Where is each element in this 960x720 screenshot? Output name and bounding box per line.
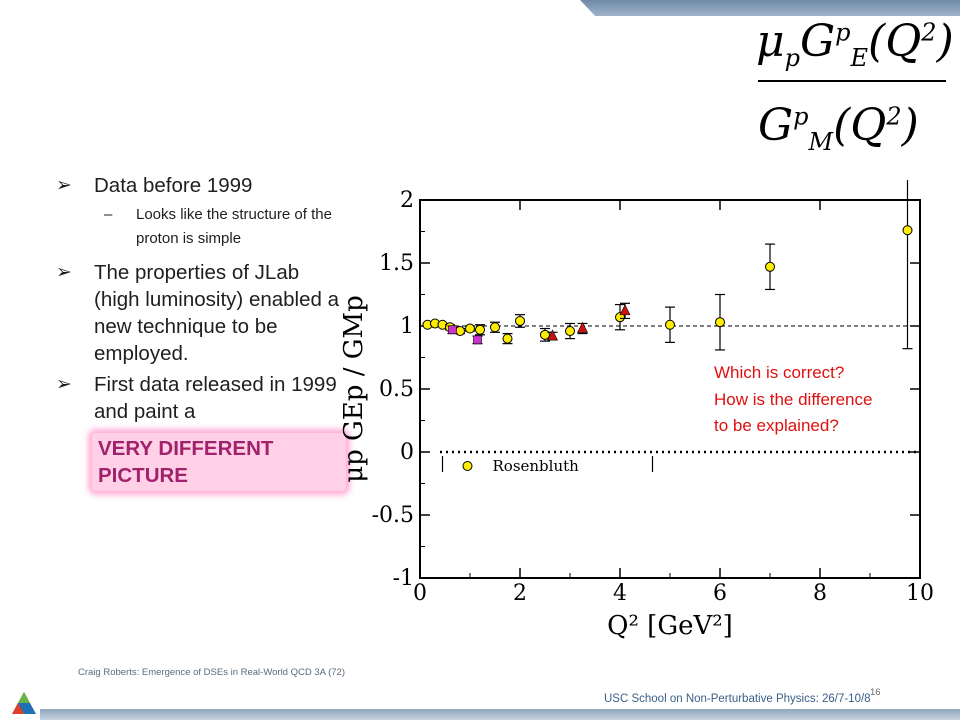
ge-arg-power: 2 — [921, 18, 937, 47]
y-tick-label: 1 — [400, 314, 414, 339]
data-point-square — [448, 325, 457, 335]
y-tick-label: -0.5 — [372, 503, 414, 528]
dash-bullet-icon: – — [104, 206, 113, 223]
data-point-square — [473, 335, 482, 345]
sub-bullet-text: Looks like the structure of the proton i… — [136, 206, 332, 247]
data-point-circle — [502, 333, 513, 344]
bullet-text: Data before 1999 — [94, 174, 253, 197]
footer-credit: Craig Roberts: Emergence of DSEs in Real… — [78, 667, 345, 678]
form-factor-chart: 0 2 4 6 8 10 -1 -0.5 0 0.5 1 1.5 2 Rosenbluth Q² [GeV²… — [339, 180, 934, 641]
bullet-text: The properties of JLab (high luminosity)… — [94, 261, 339, 365]
formula-numerator: μpGpE(Q2) — [756, 16, 954, 72]
footer-event: USC School on Non-Perturbative Physics: … — [604, 693, 871, 705]
sub-bullet-item: – Looks like the structure of the proton … — [56, 203, 346, 251]
bottom-decor-band — [40, 709, 960, 720]
top-decor-band — [580, 0, 960, 16]
question-line: How is the difference — [714, 389, 873, 409]
gm-arg-open: (Q — [833, 100, 887, 151]
bullet-item: ➢ Data before 1999 — [56, 172, 346, 199]
gm-subscript: M — [808, 127, 834, 156]
x-tick-label: 6 — [713, 581, 727, 606]
legend-bracket — [441, 456, 654, 472]
x-tick-label: 2 — [513, 581, 527, 606]
lab-logo-icon — [12, 692, 36, 714]
page-number: 16 — [870, 687, 881, 698]
data-point-circle — [455, 326, 465, 337]
data-point-circle — [902, 225, 913, 236]
arrow-bullet-icon: ➢ — [56, 374, 72, 395]
ge-symbol: G — [799, 16, 836, 67]
bullet-list: ➢ Data before 1999 – Looks like the struct… — [56, 172, 346, 491]
highlight-text: VERY DIFFERENT PICTURE — [92, 433, 346, 491]
y-tick-label: -1 — [393, 566, 414, 591]
ge-superscript: p — [835, 18, 851, 47]
formula-denominator: GpM(Q2) — [758, 100, 919, 156]
y-tick-label: 1.5 — [379, 251, 414, 276]
bullet-item: ➢ The properties of JLab (high luminosity… — [56, 259, 346, 367]
legend-marker — [462, 461, 473, 471]
legend-label: Rosenbluth — [493, 457, 580, 475]
data-point-triangle — [577, 321, 588, 333]
gm-symbol: G — [758, 100, 794, 151]
gm-arg-close: ) — [901, 100, 919, 151]
data-point-circle — [765, 261, 775, 272]
y-tick-label: 0.5 — [379, 377, 414, 402]
data-point-circle — [490, 322, 500, 333]
bullet-text: First data released in 1999 and paint a — [94, 373, 337, 423]
x-axis-label: Q² [GeV²] — [607, 611, 733, 641]
data-point-triangle — [619, 304, 631, 316]
data-point-circle — [515, 315, 525, 326]
data-point-triangle — [547, 329, 558, 341]
arrow-bullet-icon: ➢ — [56, 262, 72, 283]
data-point-circle — [565, 326, 575, 337]
data-point-circle — [465, 323, 475, 334]
y-tick-label: 2 — [400, 188, 414, 213]
gm-superscript: p — [793, 102, 809, 131]
mu-symbol: μ — [756, 16, 785, 67]
arrow-bullet-icon: ➢ — [56, 175, 72, 196]
x-tick-label: 4 — [613, 581, 627, 606]
gm-arg-power: 2 — [886, 102, 902, 131]
data-point-circle — [540, 329, 550, 340]
x-tick-label: 8 — [813, 581, 827, 606]
y-tick-label: 0 — [400, 440, 414, 465]
ge-arg-close: ) — [936, 16, 954, 67]
ge-arg-open: (Q — [868, 16, 922, 67]
ratio-formula: μpGpE(Q2) GpM(Q2) — [752, 16, 954, 166]
data-point-circle — [475, 324, 485, 335]
data-point-circle — [665, 319, 675, 330]
question-line: Which is correct? — [714, 363, 845, 382]
x-tick-label: 10 — [906, 581, 934, 606]
ge-subscript: E — [850, 43, 869, 72]
x-tick-label: 0 — [413, 581, 427, 606]
question-note: Which is correct? How is the difference … — [714, 360, 944, 440]
bullet-item: ➢ First data released in 1999 and paint a — [56, 371, 346, 425]
data-point-circle — [715, 317, 725, 328]
mu-subscript: p — [784, 43, 800, 72]
fraction-bar — [758, 80, 946, 82]
question-line: to be explained? — [714, 416, 839, 435]
y-axis-label: μp GEp / GMp — [339, 295, 369, 483]
